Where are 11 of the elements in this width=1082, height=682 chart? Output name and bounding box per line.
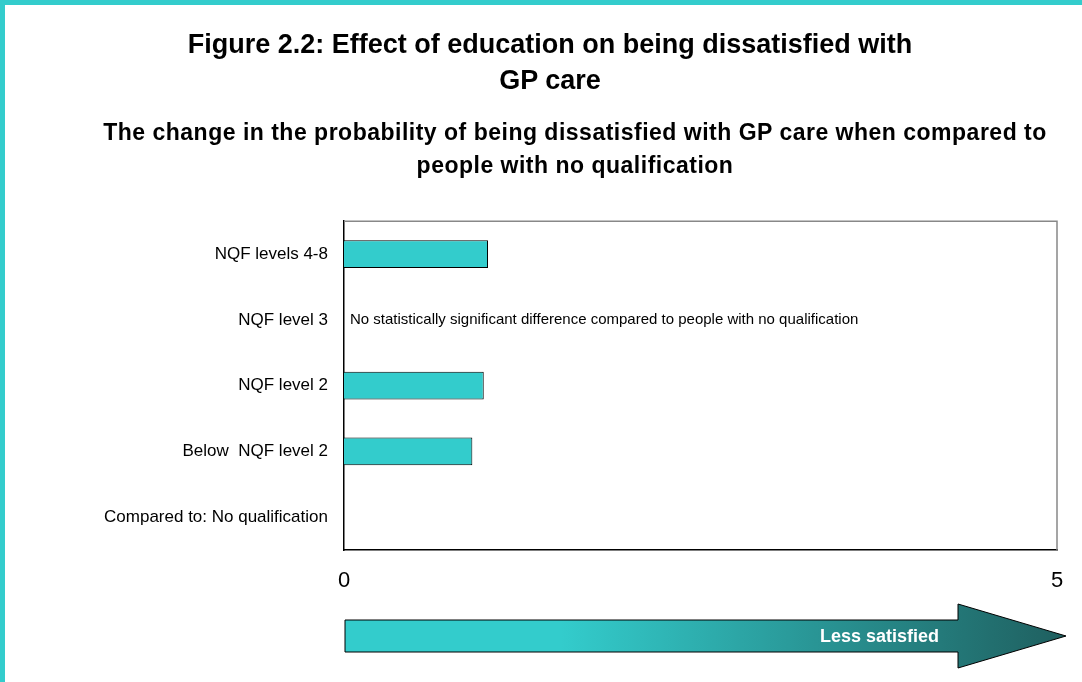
chart-title: Figure 2.2: Effect of education on being dissatisfied with GP care xyxy=(186,28,914,97)
y-tick-label: NQF level 2 xyxy=(238,375,328,395)
annotation: No statistically significant difference compared to people with no qualification xyxy=(350,309,859,327)
y-tick-label: Below NQF level 2 xyxy=(182,441,328,461)
x-tick-label: 5 xyxy=(1050,567,1064,593)
y-tick-label: NQF level 3 xyxy=(238,309,328,329)
y-tick-label: NQF levels 4-8 xyxy=(214,243,328,263)
chart-subtitle: The change in the probability of being dissatisfied with GP care when compared to people with no qualification xyxy=(102,118,1048,180)
text: Less satisfied xyxy=(820,626,941,647)
y-tick-label: Compared to: No qualification xyxy=(104,506,328,526)
x-tick-label: 0 xyxy=(337,567,351,593)
